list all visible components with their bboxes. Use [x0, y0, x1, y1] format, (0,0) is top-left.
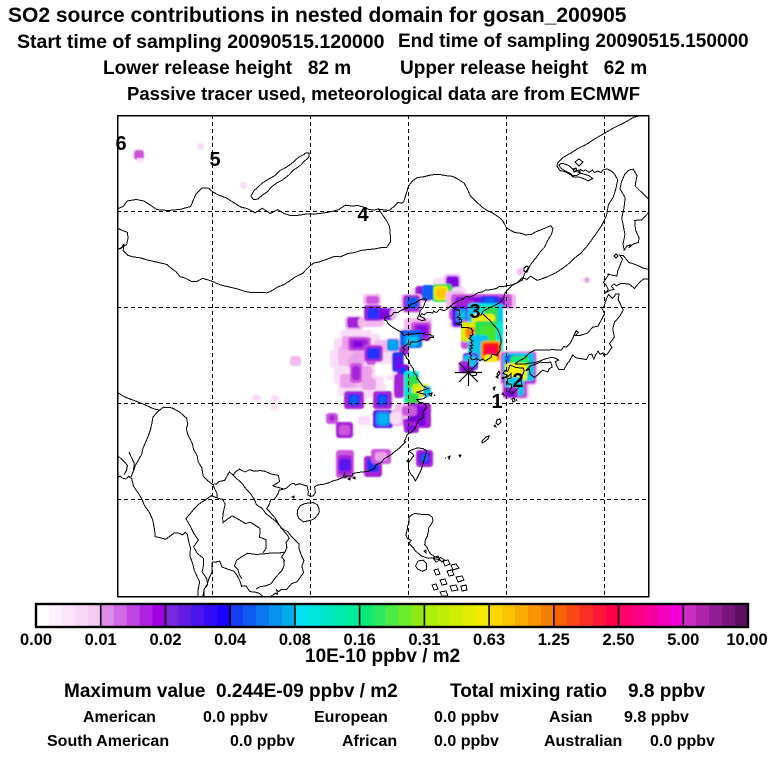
svg-text:0.08: 0.08	[279, 631, 311, 649]
svg-text:2.50: 2.50	[602, 631, 634, 649]
svg-text:5: 5	[209, 149, 220, 171]
svg-text:0.31: 0.31	[408, 631, 440, 649]
svg-text:3: 3	[469, 301, 480, 323]
svg-text:2: 2	[512, 370, 523, 392]
svg-text:1.25: 1.25	[538, 631, 570, 649]
svg-text:10.00: 10.00	[726, 631, 767, 649]
svg-text:0.02: 0.02	[149, 631, 181, 649]
svg-text:1: 1	[491, 391, 502, 413]
svg-text:5.00: 5.00	[667, 631, 699, 649]
svg-text:4: 4	[357, 204, 369, 226]
svg-text:0.16: 0.16	[344, 631, 376, 649]
svg-text:0.00: 0.00	[20, 631, 52, 649]
svg-text:6: 6	[115, 133, 126, 155]
svg-text:0.04: 0.04	[214, 631, 247, 649]
svg-text:0.63: 0.63	[473, 631, 505, 649]
svg-text:0.01: 0.01	[85, 631, 117, 649]
